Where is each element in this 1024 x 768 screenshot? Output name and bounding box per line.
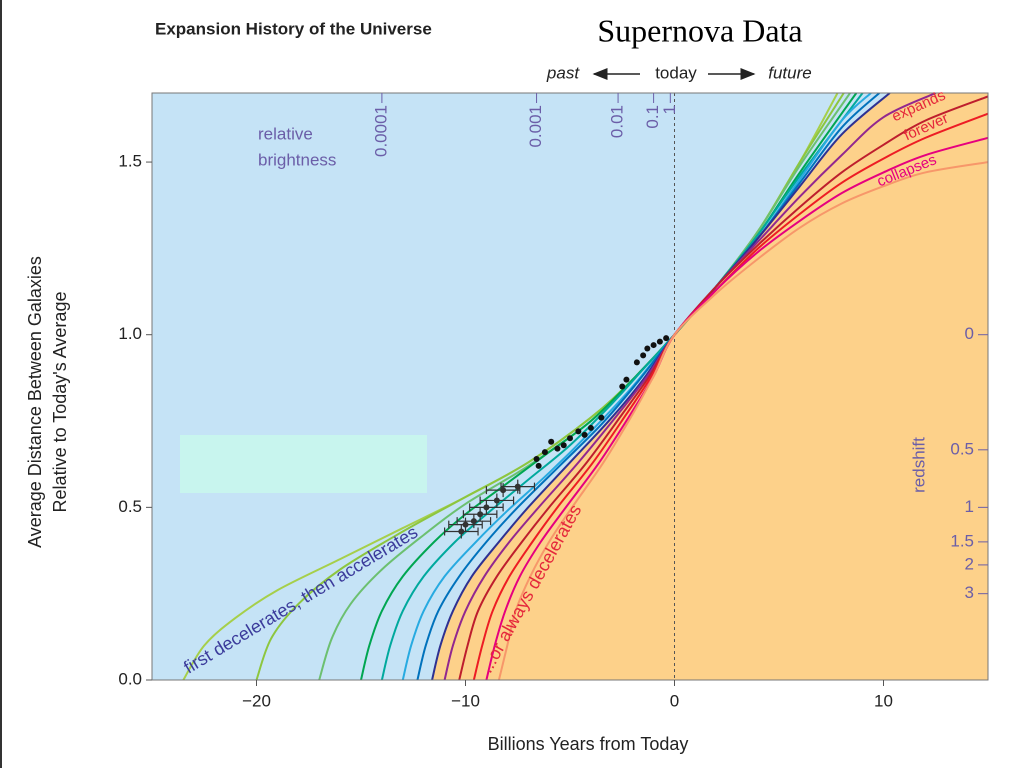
- redshift-tick-label: 1: [965, 497, 974, 516]
- data-point: [533, 456, 540, 463]
- y-tick-label: 1.0: [118, 324, 142, 343]
- data-point: [493, 497, 500, 504]
- data-point: [477, 511, 484, 518]
- data-point: [581, 431, 588, 438]
- y-tick-label: 0.0: [118, 669, 142, 688]
- brightness-tick-label: 0.1: [643, 105, 662, 129]
- data-point: [633, 359, 640, 366]
- curve: [443, 93, 937, 680]
- data-point: [560, 442, 567, 449]
- x-tick-label: 0: [670, 691, 679, 710]
- data-point: [644, 345, 651, 352]
- curve: [497, 161, 988, 680]
- data-point: [483, 504, 490, 511]
- chart-title: Expansion History of the Universe: [155, 19, 432, 38]
- brightness-tick-label: 0.01: [608, 105, 627, 138]
- data-point: [554, 445, 561, 452]
- data-point: [458, 528, 465, 535]
- redshift-tick-label: 1.5: [950, 531, 974, 550]
- y-tick-label: 0.5: [118, 497, 142, 516]
- data-point: [575, 428, 582, 435]
- data-point: [656, 338, 663, 345]
- x-tick-label: −10: [451, 691, 480, 710]
- region-layer: [432, 93, 988, 680]
- brightness-tick-label: 0.001: [526, 105, 545, 148]
- past-label: past: [546, 63, 580, 82]
- data-point: [650, 342, 657, 349]
- y-axis-label: Relative to Today's Average: [50, 292, 70, 513]
- slide-title: Supernova Data: [597, 12, 802, 48]
- data-point: [619, 383, 626, 390]
- brightness-label: relative: [258, 124, 313, 143]
- data-point: [548, 438, 555, 445]
- x-tick-label: −20: [242, 691, 271, 710]
- curves-layer: [182, 93, 988, 680]
- curve: [380, 93, 864, 680]
- data-point: [567, 435, 573, 442]
- data-point: [541, 449, 548, 456]
- data-point: [598, 414, 605, 421]
- today-label: today: [655, 63, 697, 82]
- y-axis-label: Average Distance Between Galaxies: [25, 256, 45, 548]
- data-point: [587, 424, 594, 431]
- redshift-tick-label: 2: [965, 554, 974, 573]
- y-tick-label: 1.5: [118, 152, 142, 171]
- x-axis-label: Billions Years from Today: [488, 734, 689, 754]
- redshift-tick-label: 3: [965, 583, 974, 602]
- brightness-tick-label: 1: [660, 105, 679, 114]
- curve: [431, 93, 891, 680]
- future-label: future: [768, 63, 811, 82]
- redshift-tick-label: 0: [965, 324, 974, 343]
- curve: [416, 93, 880, 680]
- redshift-label: redshift: [909, 437, 928, 493]
- decelerating-region: [432, 93, 988, 680]
- data-point: [470, 518, 477, 525]
- curve: [458, 95, 988, 680]
- plot-frame: [151, 92, 989, 681]
- data-point: [535, 462, 542, 469]
- data-point: [500, 487, 507, 494]
- redshift-tick-label: 0.5: [950, 439, 974, 458]
- brightness-label: brightness: [258, 150, 336, 169]
- data-point: [640, 352, 647, 359]
- data-point: [663, 335, 670, 342]
- x-tick-label: 10: [874, 691, 893, 710]
- blank-box: [180, 435, 427, 493]
- data-point: [623, 376, 630, 383]
- brightness-tick-label: 0.0001: [371, 105, 390, 157]
- data-point: [462, 521, 469, 528]
- curve: [472, 112, 988, 680]
